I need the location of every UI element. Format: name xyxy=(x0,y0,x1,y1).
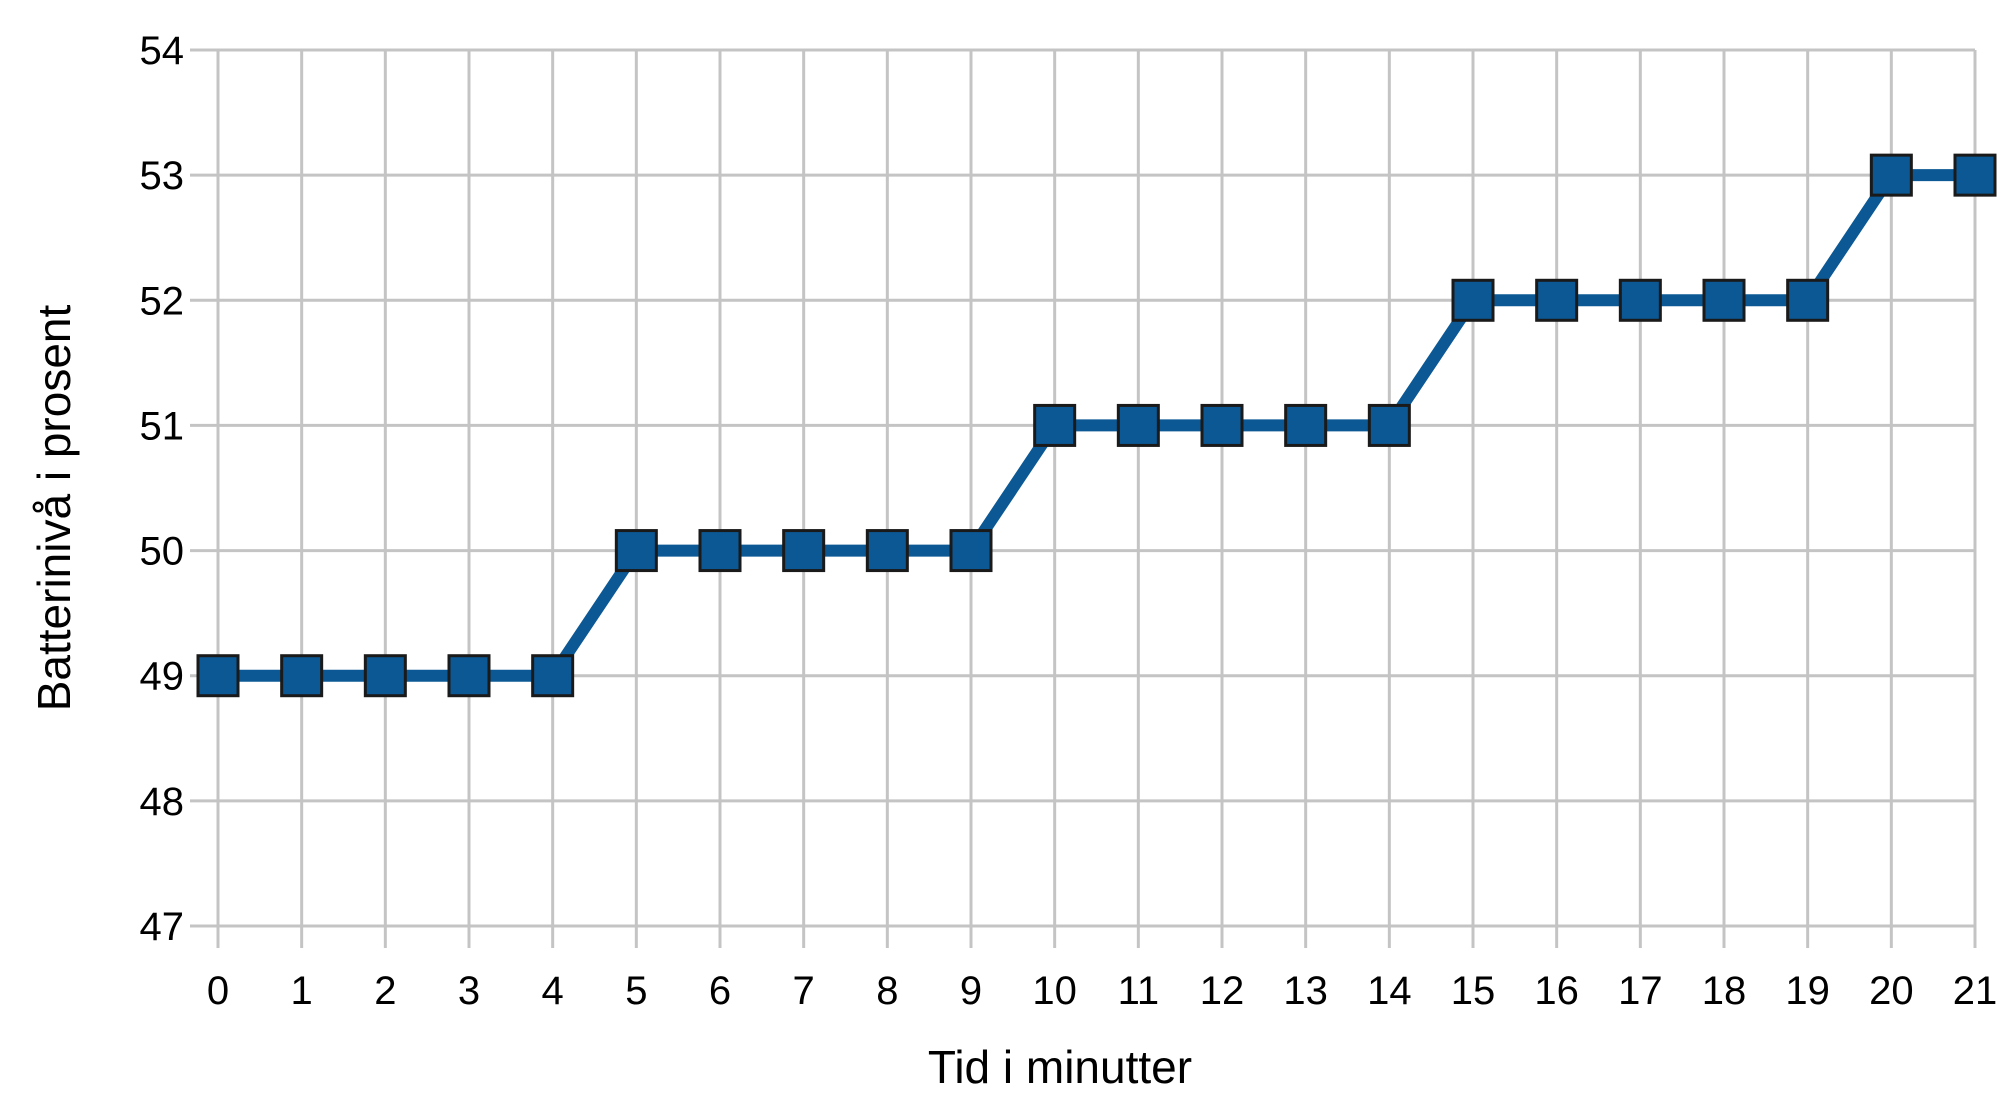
x-tick-label: 5 xyxy=(625,969,647,1013)
data-point-marker xyxy=(280,654,324,698)
y-tick-label: 54 xyxy=(140,29,185,73)
x-tick-label: 12 xyxy=(1200,969,1245,1013)
x-tick-label: 11 xyxy=(1118,969,1160,1013)
x-tick-label: 16 xyxy=(1534,969,1579,1013)
data-point-marker xyxy=(782,529,826,573)
x-tick-label: 20 xyxy=(1869,969,1914,1013)
x-tick-label: 3 xyxy=(458,969,480,1013)
series-line xyxy=(212,169,1981,682)
data-point-marker xyxy=(1953,153,1997,197)
x-tick-label: 18 xyxy=(1702,969,1747,1013)
x-tick-label: 15 xyxy=(1451,969,1496,1013)
x-tick-label: 9 xyxy=(960,969,982,1013)
data-point-marker xyxy=(614,529,658,573)
x-tick-label: 21 xyxy=(1953,969,1998,1013)
y-tick-label: 48 xyxy=(140,780,185,824)
x-tick-label: 14 xyxy=(1367,969,1412,1013)
data-point-marker xyxy=(1618,278,1662,322)
x-tick-label: 17 xyxy=(1618,969,1663,1013)
data-point-marker xyxy=(1200,403,1244,447)
grid xyxy=(216,48,1977,928)
x-tick-label: 19 xyxy=(1785,969,1830,1013)
x-tick-label: 2 xyxy=(374,969,396,1013)
x-tick-label: 13 xyxy=(1283,969,1328,1013)
data-point-marker xyxy=(531,654,575,698)
data-point-marker xyxy=(1033,403,1077,447)
series-layer xyxy=(196,153,1997,698)
y-tick-label: 50 xyxy=(140,530,185,574)
x-tick-label: 10 xyxy=(1032,969,1077,1013)
y-axis-title: Batterinivå i prosent xyxy=(28,305,80,712)
data-point-marker xyxy=(1869,153,1913,197)
data-point-marker xyxy=(1284,403,1328,447)
x-tick-label: 1 xyxy=(291,969,313,1013)
y-tick-label: 49 xyxy=(140,655,185,699)
data-point-marker xyxy=(1535,278,1579,322)
y-tick-label: 52 xyxy=(140,279,185,323)
data-point-marker xyxy=(949,529,993,573)
data-point-marker xyxy=(447,654,491,698)
data-point-marker xyxy=(363,654,407,698)
data-point-marker xyxy=(698,529,742,573)
data-point-marker xyxy=(1702,278,1746,322)
data-point-marker xyxy=(1367,403,1411,447)
x-tick-label: 6 xyxy=(709,969,731,1013)
x-tick-label: 4 xyxy=(542,969,564,1013)
data-point-marker xyxy=(1786,278,1830,322)
data-point-marker xyxy=(196,654,240,698)
data-point-marker xyxy=(1116,403,1160,447)
y-tick-label: 51 xyxy=(140,404,185,448)
x-tick-label: 0 xyxy=(207,969,229,1013)
y-tick-label: 47 xyxy=(140,905,185,949)
x-tick-label: 8 xyxy=(876,969,898,1013)
data-point-marker xyxy=(865,529,909,573)
x-tick-label: 7 xyxy=(793,969,815,1013)
data-point-marker xyxy=(1451,278,1495,322)
x-axis-title: Tid i minutter xyxy=(928,1041,1192,1093)
y-tick-label: 53 xyxy=(140,154,185,198)
